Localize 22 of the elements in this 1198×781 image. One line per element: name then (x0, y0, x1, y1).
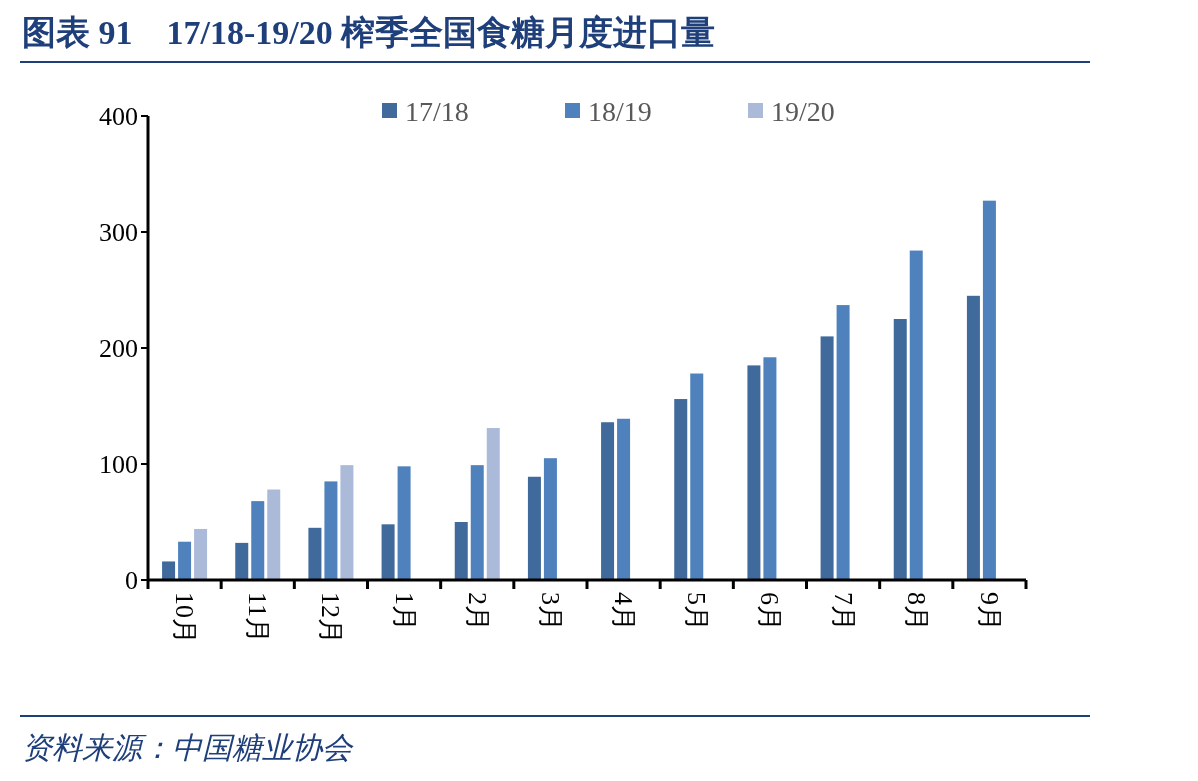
x-tick-label: 7月 (828, 592, 858, 631)
x-tick-label: 12月 (316, 592, 346, 644)
x-tick-label: 4月 (609, 592, 639, 631)
x-tick-label: 2月 (462, 592, 492, 631)
x-tick-label: 5月 (682, 592, 712, 631)
y-tick-label: 100 (99, 449, 138, 479)
y-tick-label: 0 (125, 565, 138, 595)
x-tick-label: 11月 (243, 592, 273, 644)
x-tick-label: 10月 (170, 592, 200, 644)
text: 资料来源：中国糖业协会 (22, 731, 354, 764)
y-tick-label: 300 (99, 217, 138, 247)
y-tick-label: 400 (99, 101, 138, 131)
title: 图表 91 17/18-19/20 榨季全国食糖月度进口量 (22, 14, 716, 51)
legend-label: 18/19 (588, 95, 652, 127)
x-tick-label: 6月 (755, 592, 785, 631)
legend-label: 17/18 (405, 95, 469, 127)
x-tick-label: 1月 (389, 592, 419, 631)
legend-label: 19/20 (771, 95, 835, 127)
x-tick-label: 9月 (974, 592, 1004, 631)
x-tick-label: 3月 (535, 592, 565, 631)
x-tick-label: 8月 (901, 592, 931, 631)
y-tick-label: 200 (99, 333, 138, 363)
